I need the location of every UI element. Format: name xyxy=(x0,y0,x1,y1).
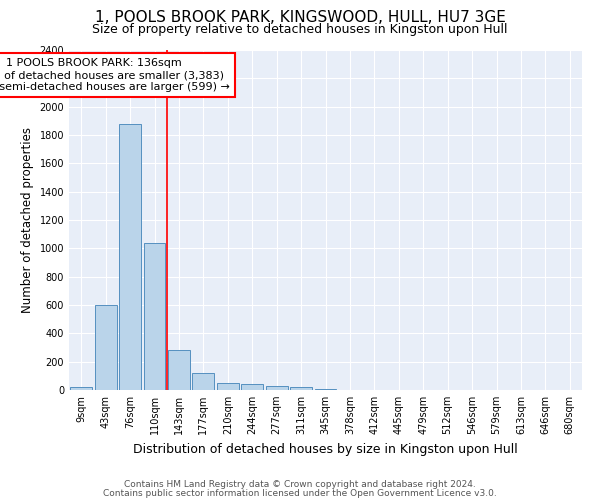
Y-axis label: Number of detached properties: Number of detached properties xyxy=(21,127,34,313)
Text: 1 POOLS BROOK PARK: 136sqm
← 85% of detached houses are smaller (3,383)
15% of s: 1 POOLS BROOK PARK: 136sqm ← 85% of deta… xyxy=(0,58,230,92)
Text: Contains HM Land Registry data © Crown copyright and database right 2024.: Contains HM Land Registry data © Crown c… xyxy=(124,480,476,489)
Bar xyxy=(290,387,312,390)
Text: Contains public sector information licensed under the Open Government Licence v3: Contains public sector information licen… xyxy=(103,488,497,498)
Bar xyxy=(70,387,92,390)
Bar xyxy=(241,384,263,390)
Bar xyxy=(143,244,166,390)
Text: 1, POOLS BROOK PARK, KINGSWOOD, HULL, HU7 3GE: 1, POOLS BROOK PARK, KINGSWOOD, HULL, HU… xyxy=(95,10,505,25)
X-axis label: Distribution of detached houses by size in Kingston upon Hull: Distribution of detached houses by size … xyxy=(133,442,518,456)
Bar xyxy=(95,305,116,390)
Text: Size of property relative to detached houses in Kingston upon Hull: Size of property relative to detached ho… xyxy=(92,22,508,36)
Bar xyxy=(217,383,239,390)
Bar xyxy=(119,124,141,390)
Bar xyxy=(168,350,190,390)
Bar xyxy=(266,386,287,390)
Bar xyxy=(193,373,214,390)
